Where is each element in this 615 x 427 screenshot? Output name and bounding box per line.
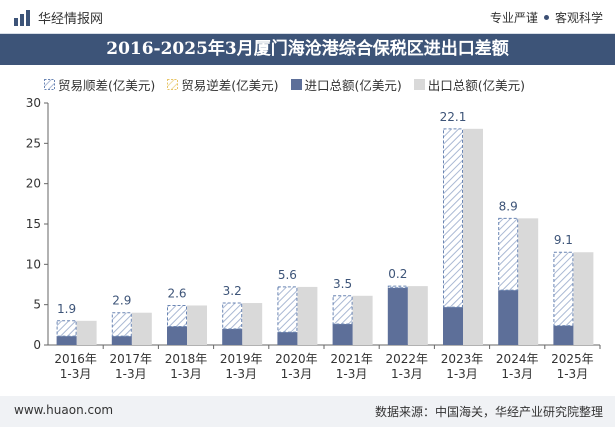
y-tick-label: 0: [33, 338, 41, 352]
import-bar: [553, 325, 574, 345]
import-bar: [277, 332, 298, 345]
legend-swatch-export-icon: [413, 79, 425, 90]
import-bar: [56, 336, 77, 345]
import-bar: [167, 326, 187, 345]
x-tick-label: 2024年: [496, 352, 539, 366]
export-bar: [242, 303, 263, 345]
surplus-bar: [553, 251, 574, 327]
x-tick-label: 1-3月: [170, 367, 202, 381]
export-bar: [76, 320, 97, 345]
legend-swatch-surplus-icon: [44, 79, 55, 90]
surplus-bar: [222, 302, 243, 330]
import-bar: [387, 287, 408, 345]
top-bar: 华经情报网 专业严谨 客观科学: [0, 0, 615, 34]
data-label: 2.6: [167, 286, 186, 300]
legend-swatch-deficit-icon: [167, 79, 179, 90]
import-bar: [111, 336, 132, 345]
x-tick-label: 2017年: [110, 352, 153, 366]
legend-item-surplus: 贸易顺差(亿美元): [44, 75, 155, 94]
y-tick-label: 25: [26, 136, 41, 150]
surplus-bar: [387, 285, 408, 289]
data-label: 0.2: [388, 267, 407, 281]
brand-logo-icon: [14, 9, 30, 26]
x-tick-label: 1-3月: [336, 367, 368, 381]
export-bar: [407, 286, 428, 345]
footer-url: www.huaon.com: [14, 403, 114, 417]
footer: www.huaon.com 数据来源：中国海关，华经产业研究院整理: [0, 396, 615, 427]
bar-chart: 0510152025301.92016年1-3月2.92017年1-3月2.62…: [26, 96, 601, 381]
y-tick-label: 15: [26, 217, 41, 231]
surplus-bar: [167, 304, 187, 327]
data-label: 3.2: [223, 284, 242, 298]
data-label: 2.9: [112, 294, 131, 308]
legend-label-deficit: 贸易逆差(亿美元): [181, 78, 279, 93]
x-tick-label: 1-3月: [391, 367, 423, 381]
legend-label-surplus: 贸易顺差(亿美元): [58, 78, 156, 93]
footer-source: 数据来源：中国海关，华经产业研究院整理: [374, 405, 603, 419]
export-bar: [518, 218, 539, 345]
export-bar: [463, 128, 483, 345]
y-tick-label: 30: [26, 96, 41, 110]
export-bar: [187, 305, 207, 345]
export-bar: [297, 286, 318, 345]
slogan-left: 专业严谨: [489, 11, 538, 25]
import-bar: [222, 328, 243, 345]
slogan-dot-icon: [543, 15, 549, 20]
surplus-bar: [498, 217, 519, 291]
legend-swatch-import-icon: [290, 79, 302, 90]
x-tick-label: 1-3月: [225, 367, 257, 381]
x-tick-label: 1-3月: [115, 367, 147, 381]
data-label: 8.9: [499, 199, 518, 213]
data-label: 3.5: [333, 277, 352, 291]
x-tick-label: 2021年: [330, 352, 373, 366]
legend-label-import: 进口总额(亿美元): [304, 78, 402, 93]
x-tick-label: 2025年: [551, 352, 594, 366]
data-label: 5.6: [278, 268, 297, 282]
y-tick-label: 10: [26, 257, 41, 271]
export-bar: [573, 252, 594, 345]
surplus-bar: [277, 286, 298, 333]
x-tick-label: 1-3月: [557, 367, 589, 381]
legend: 贸易顺差(亿美元) 贸易逆差(亿美元) 进口总额(亿美元) 出口总额(亿美元): [44, 75, 537, 94]
legend-item-export: 出口总额(亿美元): [413, 75, 526, 94]
export-bar: [352, 295, 373, 345]
y-tick-label: 5: [33, 298, 41, 312]
x-tick-label: 1-3月: [501, 367, 533, 381]
x-tick-label: 1-3月: [60, 367, 92, 381]
surplus-bar: [443, 128, 463, 308]
export-bar: [131, 312, 152, 345]
x-tick-label: 1-3月: [281, 367, 313, 381]
data-label: 9.1: [554, 233, 573, 247]
legend-item-import: 进口总额(亿美元): [290, 75, 402, 94]
x-tick-label: 2023年: [441, 352, 484, 366]
y-tick-label: 20: [26, 177, 41, 191]
x-tick-label: 1-3月: [446, 367, 478, 381]
x-tick-label: 2020年: [275, 352, 318, 366]
import-bar: [332, 324, 353, 345]
legend-item-deficit: 贸易逆差(亿美元): [167, 75, 279, 94]
data-label: 1.9: [57, 302, 76, 316]
surplus-bar: [56, 320, 77, 337]
import-bar: [498, 290, 519, 345]
x-tick-label: 2019年: [220, 352, 263, 366]
data-label: 22.1: [440, 110, 467, 124]
surplus-bar: [111, 312, 132, 337]
slogan-right: 客观科学: [554, 11, 603, 25]
x-tick-label: 2016年: [54, 352, 97, 366]
slogan: 专业严谨 客观科学: [490, 9, 603, 26]
legend-label-export: 出口总额(亿美元): [427, 78, 526, 93]
chart-title: 2016-2025年3月厦门海沧港综合保税区进出口差额: [0, 34, 615, 65]
brand-name: 华经情报网: [38, 12, 104, 27]
surplus-bar: [332, 295, 353, 325]
x-tick-label: 2022年: [386, 352, 429, 366]
x-tick-label: 2018年: [165, 352, 208, 366]
brand: 华经情报网: [14, 8, 103, 27]
import-bar: [443, 307, 463, 345]
